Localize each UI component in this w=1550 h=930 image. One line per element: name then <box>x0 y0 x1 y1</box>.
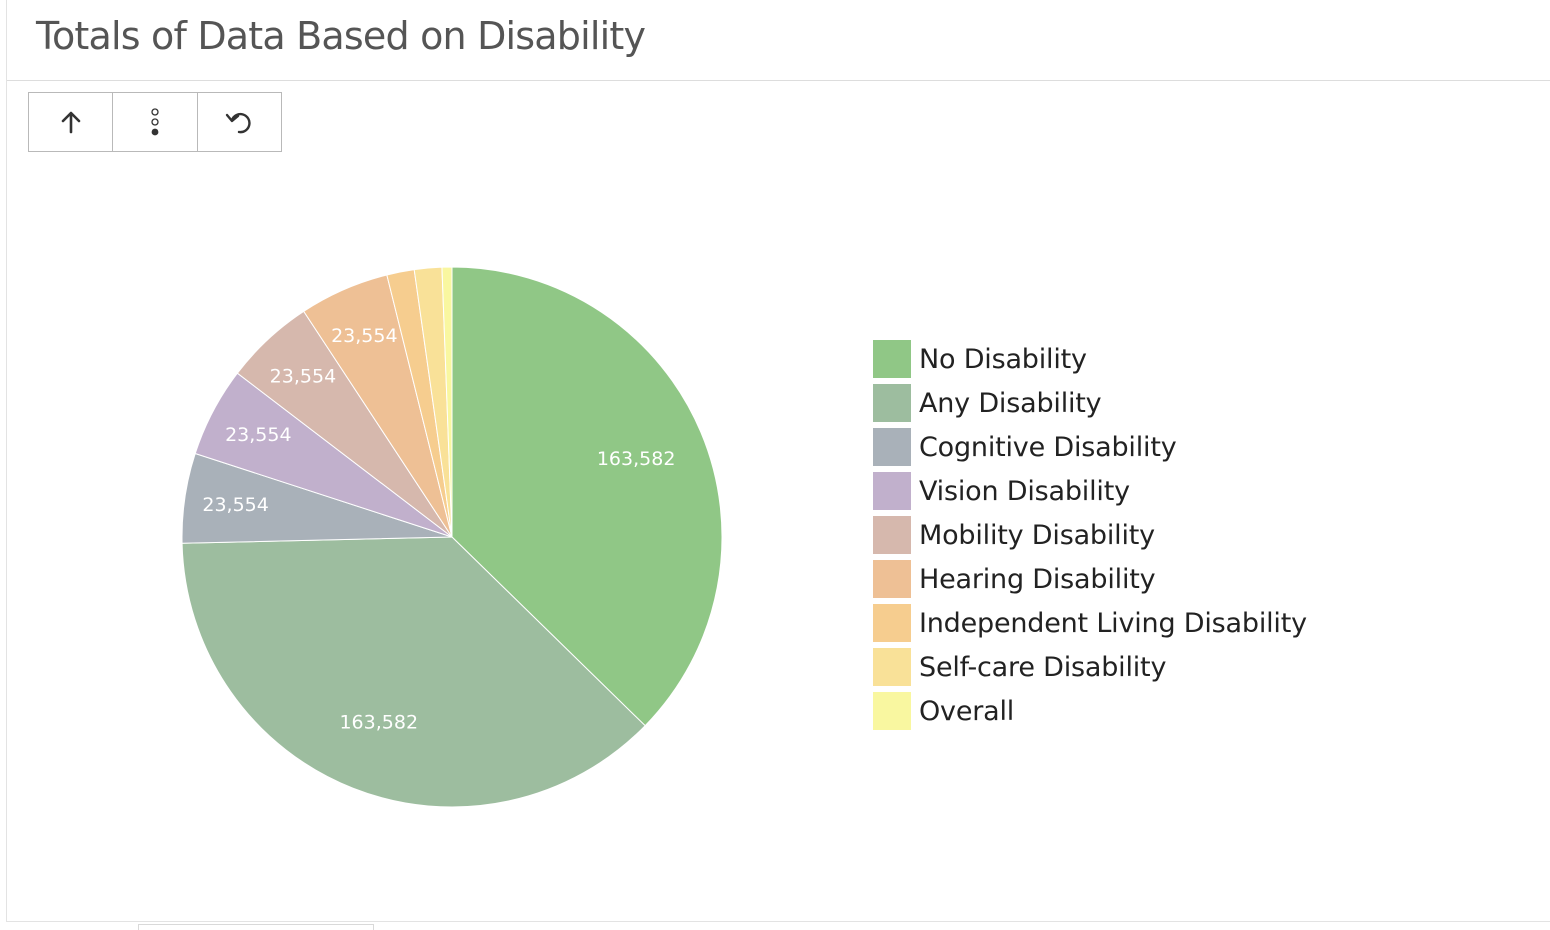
chart-legend: No Disability Any Disability Cognitive Dis… <box>873 337 1307 733</box>
slice-value-label: 163,582 <box>339 711 418 733</box>
legend-item[interactable]: Independent Living Disability <box>873 601 1307 645</box>
legend-label: Vision Disability <box>919 475 1130 507</box>
legend-label: Overall <box>919 695 1015 727</box>
legend-swatch <box>873 340 911 378</box>
more-options-button[interactable] <box>113 93 198 151</box>
legend-label: Any Disability <box>919 387 1102 419</box>
legend-item[interactable]: Mobility Disability <box>873 513 1307 557</box>
chart-toolbar <box>28 92 282 152</box>
slice-value-label: 23,554 <box>202 494 268 516</box>
legend-item[interactable]: Hearing Disability <box>873 557 1307 601</box>
undo-icon <box>226 112 251 134</box>
legend-label: Cognitive Disability <box>919 431 1177 463</box>
arrow-up-icon <box>61 111 80 134</box>
legend-label: Independent Living Disability <box>919 607 1307 639</box>
pie-slice-no-disability[interactable] <box>451 266 723 727</box>
legend-item[interactable]: Any Disability <box>873 381 1307 425</box>
legend-swatch <box>873 472 911 510</box>
legend-swatch <box>873 560 911 598</box>
more-vertical-icon <box>151 108 159 136</box>
title-divider <box>7 80 1550 81</box>
legend-swatch <box>873 516 911 554</box>
legend-label: Self-care Disability <box>919 651 1167 683</box>
reset-button[interactable] <box>198 93 281 151</box>
legend-swatch <box>873 692 911 730</box>
legend-swatch <box>873 384 911 422</box>
pie-slice-overall[interactable] <box>441 266 453 538</box>
drill-up-button[interactable] <box>29 93 114 151</box>
legend-item[interactable]: Overall <box>873 689 1307 733</box>
chart-panel <box>6 0 1550 922</box>
slice-value-label: 23,554 <box>270 365 336 387</box>
legend-item[interactable]: Vision Disability <box>873 469 1307 513</box>
legend-label: Hearing Disability <box>919 563 1156 595</box>
legend-label: No Disability <box>919 343 1087 375</box>
legend-item[interactable]: No Disability <box>873 337 1307 381</box>
legend-label: Mobility Disability <box>919 519 1155 551</box>
legend-swatch <box>873 648 911 686</box>
legend-item[interactable]: Cognitive Disability <box>873 425 1307 469</box>
page-title: Totals of Data Based on Disability <box>36 14 646 58</box>
legend-swatch <box>873 428 911 466</box>
bottom-tab <box>138 924 374 930</box>
pie-slice-any-disability[interactable] <box>181 536 646 808</box>
legend-item[interactable]: Self-care Disability <box>873 645 1307 689</box>
slice-value-label: 23,554 <box>331 325 397 347</box>
legend-swatch <box>873 604 911 642</box>
slice-value-label: 163,582 <box>597 448 676 470</box>
slice-value-label: 23,554 <box>225 424 291 446</box>
